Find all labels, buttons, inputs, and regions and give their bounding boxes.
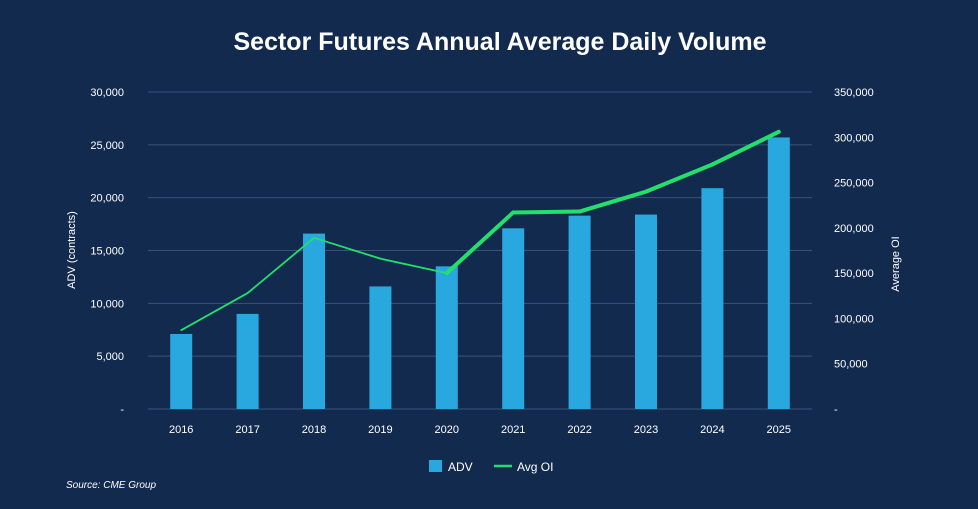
avg-oi-line-segment xyxy=(577,189,648,214)
y2-tick-label: - xyxy=(834,404,838,416)
y-axis-ticks: - 5,000 10,000 15,000 20,000 25,000 30,000 xyxy=(90,87,124,416)
y-tick-label: 15,000 xyxy=(90,246,124,258)
adv-bar xyxy=(435,266,458,409)
y-tick-label: 30,000 xyxy=(90,87,124,99)
y2-tick-label: 350,000 xyxy=(834,87,874,99)
legend-adv-label: ADV xyxy=(448,460,473,474)
y2-tick-label: 50,000 xyxy=(834,359,868,371)
x-tick-label: 2017 xyxy=(235,424,259,436)
adv-bar xyxy=(568,215,591,409)
y2-tick-label: 200,000 xyxy=(834,223,874,235)
x-tick-label: 2021 xyxy=(501,424,525,436)
source-note: Source: CME Group xyxy=(66,480,156,491)
avg-oi-line-segment xyxy=(644,162,715,194)
avg-oi-line-group xyxy=(180,129,781,332)
legend: ADV Avg OI xyxy=(429,460,553,474)
avg-oi-line-segment xyxy=(511,209,582,215)
x-tick-label: 2024 xyxy=(700,424,724,436)
y-tick-label: 20,000 xyxy=(90,193,124,205)
y-tick-label: 5,000 xyxy=(96,351,124,363)
x-tick-label: 2016 xyxy=(169,424,193,436)
gridlines xyxy=(148,91,812,410)
adv-bar xyxy=(170,333,193,409)
legend-adv-swatch xyxy=(429,460,442,472)
adv-bar xyxy=(369,286,392,409)
avg-oi-line-segment xyxy=(180,292,249,332)
x-tick-label: 2018 xyxy=(302,424,326,436)
y2-axis-label: Average OI xyxy=(890,236,902,291)
adv-bar xyxy=(767,137,790,410)
adv-bar xyxy=(303,233,325,409)
adv-bar xyxy=(635,214,657,409)
x-axis-ticks: 2016 2017 2018 2019 2020 2021 2022 2023 2024 2025 xyxy=(169,424,791,436)
x-tick-label: 2020 xyxy=(435,424,459,436)
y2-tick-label: 300,000 xyxy=(834,132,874,144)
y2-tick-label: 100,000 xyxy=(834,313,874,325)
adv-bars xyxy=(170,137,790,410)
y-tick-label: 25,000 xyxy=(90,140,124,152)
x-tick-label: 2022 xyxy=(567,424,591,436)
y2-tick-label: 250,000 xyxy=(834,178,874,190)
x-tick-label: 2025 xyxy=(767,424,791,436)
y2-axis-ticks: - 50,000 100,000 150,000 200,000 250,000 300,0… xyxy=(834,87,874,416)
y2-tick-label: 150,000 xyxy=(834,268,874,280)
y-axis-label: ADV (contracts) xyxy=(66,211,78,289)
avg-oi-line-segment xyxy=(444,210,516,276)
chart-title: Sector Futures Annual Average Daily Volu… xyxy=(233,28,766,56)
avg-oi-line-segment xyxy=(379,257,448,275)
x-tick-label: 2023 xyxy=(634,424,658,436)
avg-oi-line-segment xyxy=(313,236,382,260)
x-tick-label: 2019 xyxy=(368,424,392,436)
adv-bar xyxy=(236,313,259,409)
y-tick-label: - xyxy=(120,404,124,416)
adv-bar xyxy=(701,188,724,409)
y-tick-label: 10,000 xyxy=(90,298,124,310)
legend-avg-oi-label: Avg OI xyxy=(517,460,553,474)
avg-oi-line-segment xyxy=(710,129,781,167)
adv-bar xyxy=(502,228,525,409)
avg-oi-line-segment xyxy=(246,236,315,294)
